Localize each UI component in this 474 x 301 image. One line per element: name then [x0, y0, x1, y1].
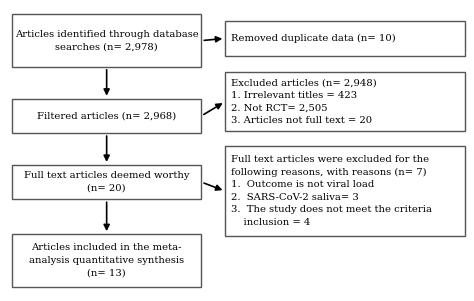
Text: Excluded articles (n= 2,948)
1. Irrelevant titles = 423
2. Not RCT= 2,505
3. Art: Excluded articles (n= 2,948) 1. Irreleva…: [231, 78, 376, 125]
FancyBboxPatch shape: [225, 21, 465, 56]
FancyBboxPatch shape: [12, 99, 201, 133]
Text: Articles identified through database
searches (n= 2,978): Articles identified through database sea…: [15, 30, 199, 51]
FancyBboxPatch shape: [12, 165, 201, 199]
Text: Articles included in the meta-
analysis quantitative synthesis
(n= 13): Articles included in the meta- analysis …: [29, 244, 184, 277]
FancyBboxPatch shape: [12, 14, 201, 67]
Text: Full text articles were excluded for the
following reasons, with reasons (n= 7)
: Full text articles were excluded for the…: [231, 155, 432, 227]
Text: Removed duplicate data (n= 10): Removed duplicate data (n= 10): [231, 34, 396, 43]
Text: Full text articles deemed worthy
(n= 20): Full text articles deemed worthy (n= 20): [24, 171, 190, 193]
Text: Filtered articles (n= 2,968): Filtered articles (n= 2,968): [37, 111, 176, 120]
FancyBboxPatch shape: [12, 234, 201, 287]
FancyBboxPatch shape: [225, 146, 465, 236]
FancyBboxPatch shape: [225, 72, 465, 131]
